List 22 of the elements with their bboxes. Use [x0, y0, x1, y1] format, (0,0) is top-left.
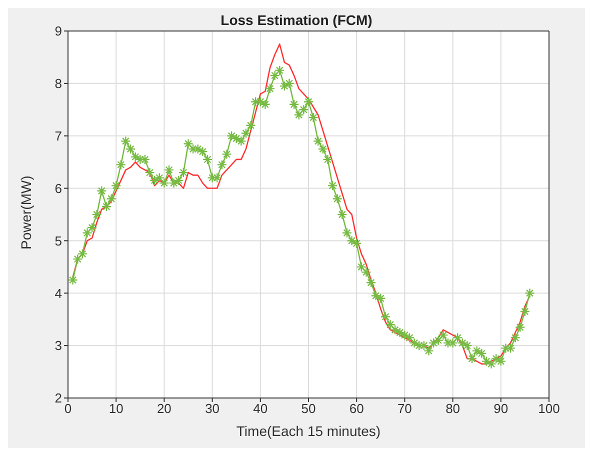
x-tick-label: 40 [253, 401, 268, 416]
y-tick-label: 3 [54, 338, 62, 354]
y-tick-label: 4 [54, 286, 62, 301]
x-tick-label: 0 [64, 401, 72, 416]
y-tick-label: 6 [54, 180, 62, 196]
chart-title: Loss Estimation (FCM) [220, 12, 372, 28]
x-tick-label: 90 [494, 401, 508, 416]
x-tick-label: 60 [349, 401, 364, 416]
x-tick-label: 50 [301, 401, 316, 416]
y-tick-label: 5 [54, 233, 62, 248]
x-tick-label: 20 [156, 401, 172, 416]
y-tick-label: 8 [54, 76, 62, 92]
x-tick-label: 70 [397, 401, 412, 416]
x-tick-label: 10 [108, 401, 124, 416]
x-tick-label: 30 [205, 401, 220, 416]
y-tick-label: 2 [54, 390, 62, 406]
y-tick-label: 7 [54, 128, 62, 144]
x-axis-title: Time(Each 15 minutes) [236, 423, 381, 439]
y-axis-title: Power(MW) [18, 176, 34, 250]
y-tick-label: 9 [54, 24, 62, 39]
x-tick-label: 100 [538, 401, 560, 416]
x-tick-label: 80 [446, 401, 460, 416]
